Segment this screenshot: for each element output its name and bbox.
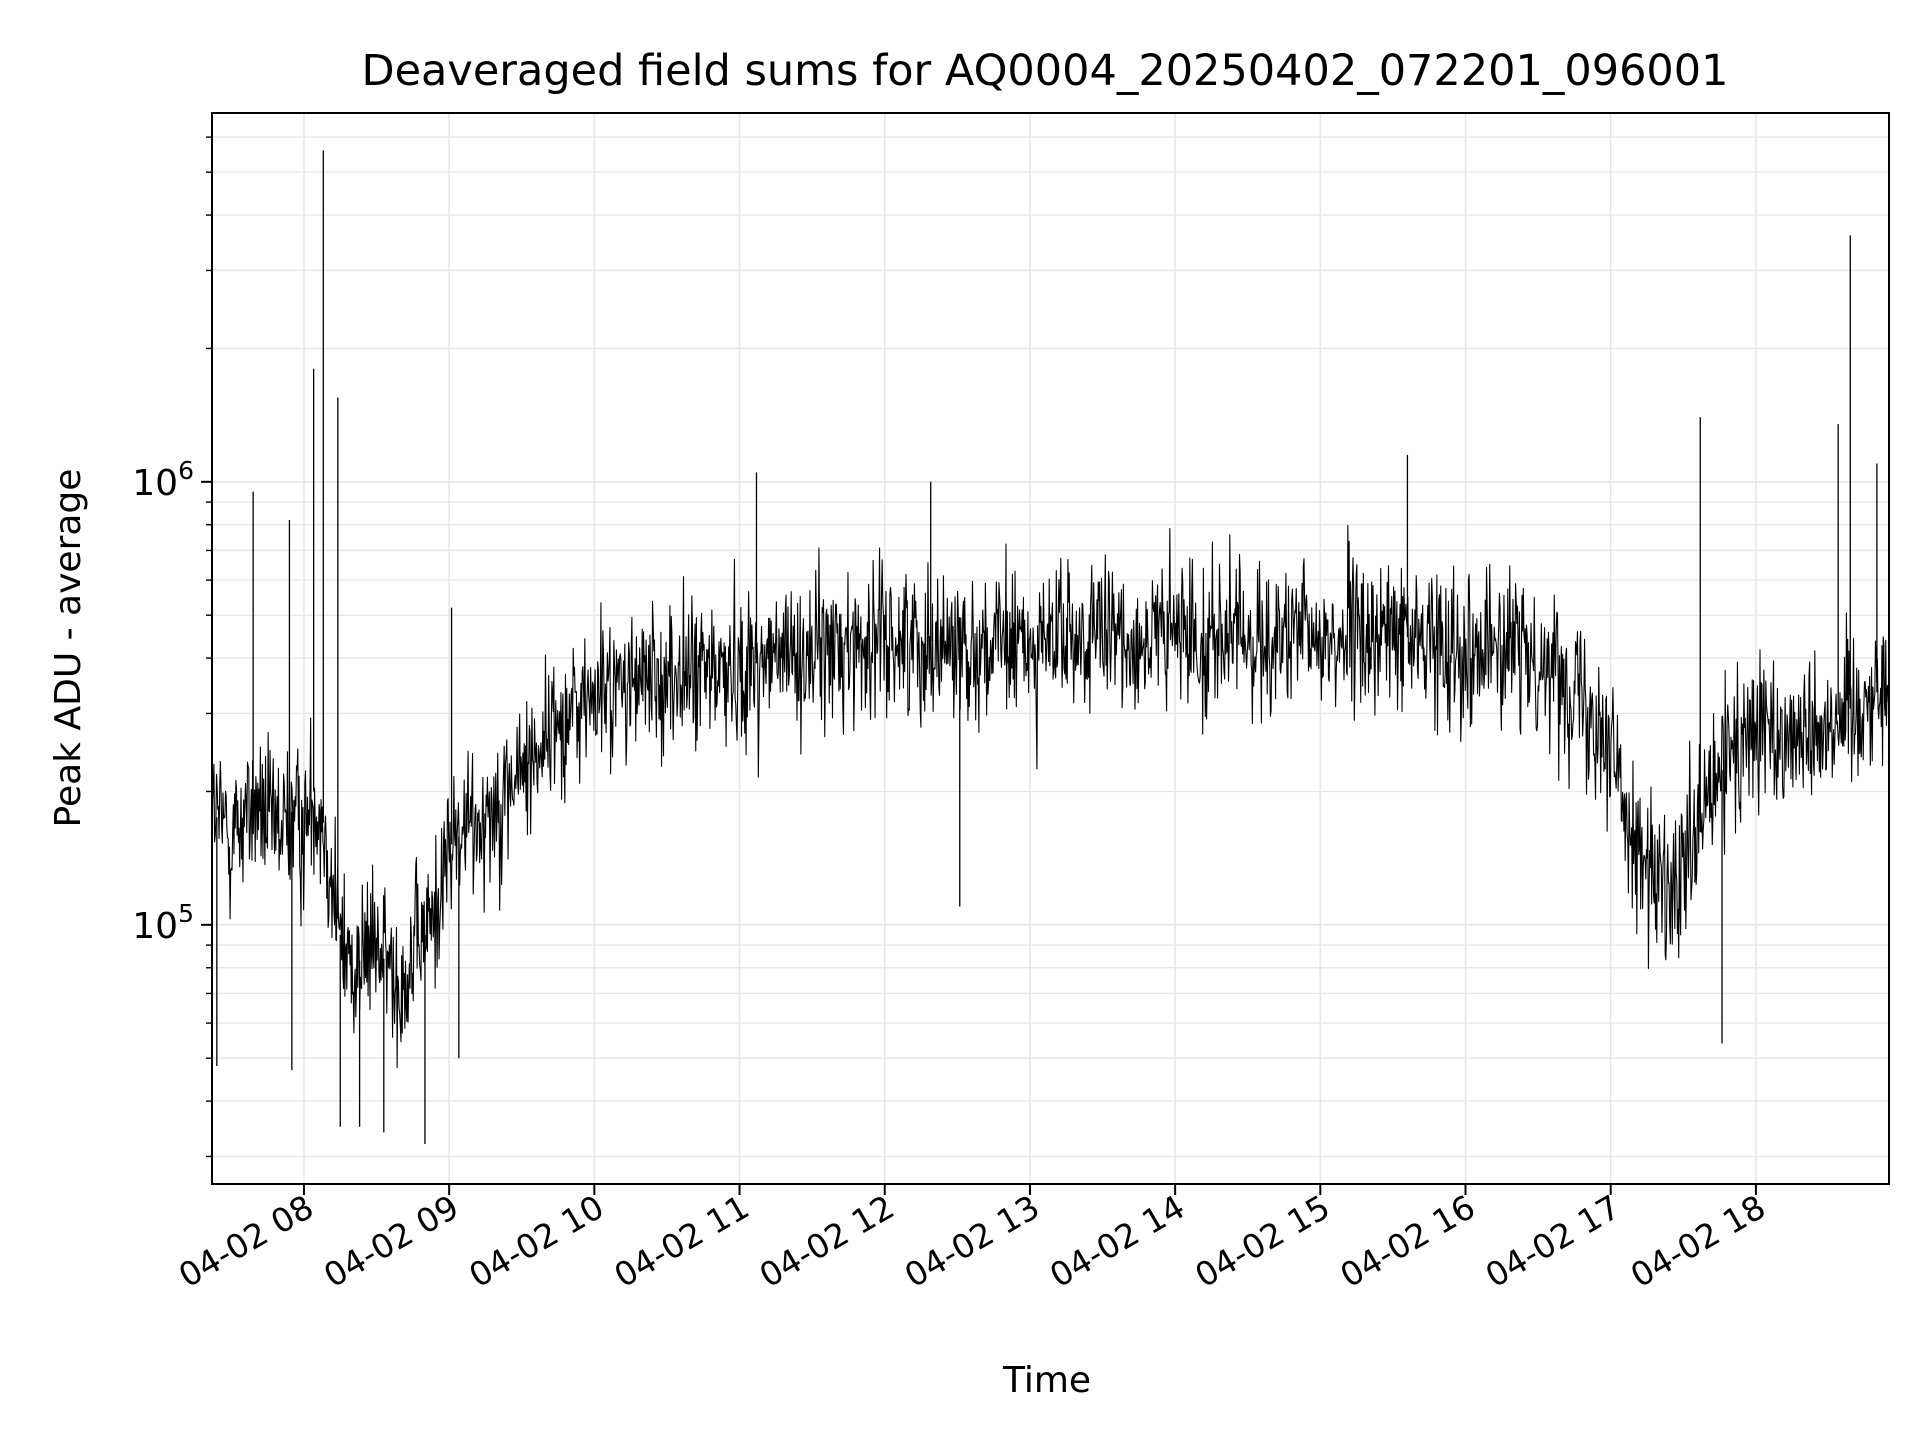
- series-line: [211, 524, 1890, 1069]
- chart-title: Deaveraged field sums for AQ0004_2025040…: [361, 46, 1728, 96]
- x-axis-label: Time: [1002, 1360, 1091, 1401]
- y-tick-label: 106: [132, 456, 194, 504]
- y-tick-label: 105: [132, 899, 194, 947]
- y-axis-label: Peak ADU - average: [48, 469, 89, 828]
- plot-area-frame: [211, 112, 1890, 1185]
- series-layer: [211, 150, 1890, 1145]
